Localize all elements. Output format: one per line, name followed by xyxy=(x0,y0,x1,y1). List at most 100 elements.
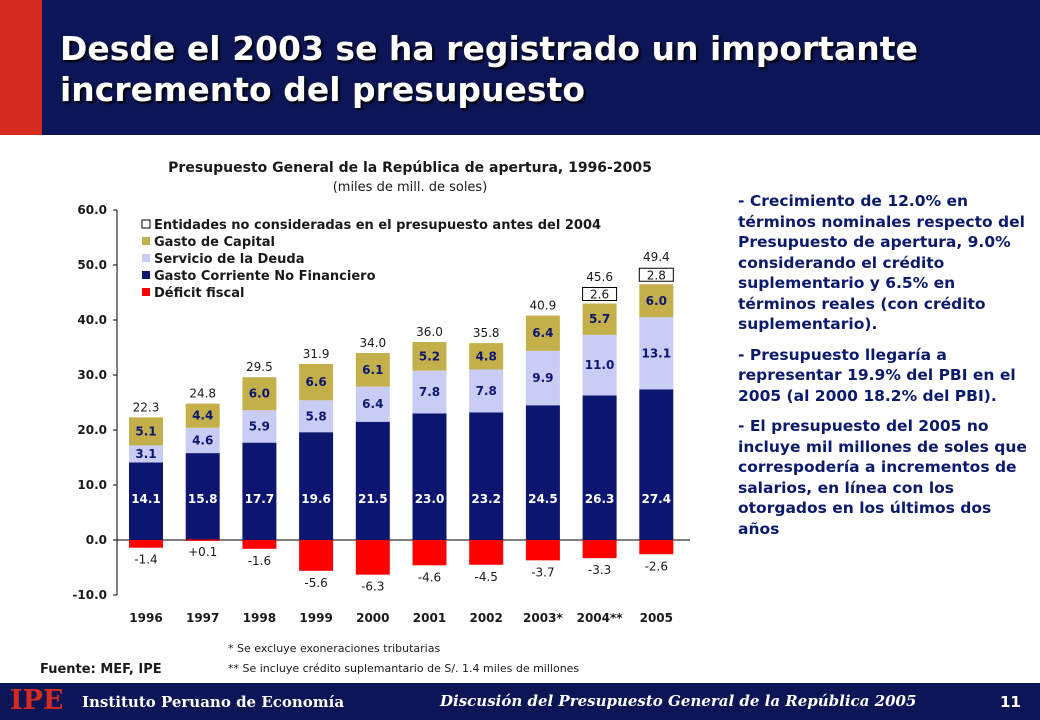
bar-gasto-capital xyxy=(469,343,504,370)
bar-servicio-deuda xyxy=(242,410,277,443)
bar-servicio-deuda xyxy=(525,350,560,406)
bar-gasto-capital xyxy=(582,303,617,335)
bar-entidades xyxy=(582,287,618,301)
data-label: 26.3 xyxy=(585,492,615,506)
bar-servicio-deuda xyxy=(582,334,617,396)
chart-source: Fuente: MEF, IPE xyxy=(40,662,162,677)
bar-gasto-corriente xyxy=(129,462,163,540)
total-label: 22.3 xyxy=(133,400,160,414)
data-label: 6.4 xyxy=(532,326,553,340)
data-label: 23.2 xyxy=(471,492,501,506)
deficit-label: -1.6 xyxy=(248,554,271,568)
y-tick-label: 50.0 xyxy=(77,258,107,272)
y-tick-label: 40.0 xyxy=(77,313,107,327)
bar-deficit xyxy=(582,540,617,559)
data-label: 24.5 xyxy=(528,492,558,506)
bar-gasto-corriente xyxy=(185,453,220,540)
data-label: 2.8 xyxy=(647,268,666,282)
data-label: 6.1 xyxy=(362,363,383,377)
legend-swatch xyxy=(142,288,150,296)
bar-gasto-capital xyxy=(412,342,447,371)
data-label: 5.7 xyxy=(589,312,610,326)
legend-label: Gasto de Capital xyxy=(154,235,275,250)
bar-gasto-corriente xyxy=(639,389,674,540)
data-label: 4.6 xyxy=(192,433,213,447)
total-label: 34.0 xyxy=(359,336,386,350)
bar-gasto-capital xyxy=(639,284,674,318)
data-label: 5.8 xyxy=(305,409,326,423)
x-tick-label: 2001 xyxy=(413,611,446,625)
total-label: 49.4 xyxy=(643,250,670,264)
deficit-label: -4.6 xyxy=(418,570,441,584)
data-label: 5.2 xyxy=(419,349,440,363)
data-label: 6.0 xyxy=(249,387,270,401)
deficit-label: -3.7 xyxy=(531,565,554,579)
y-tick-label: 10.0 xyxy=(77,478,107,492)
bar-gasto-corriente xyxy=(582,395,617,540)
ipe-logo: IPE xyxy=(10,685,64,716)
legend-swatch xyxy=(142,254,150,262)
data-label: 9.9 xyxy=(532,371,553,385)
bullet-item: - Presupuesto llegaría a representar 19.… xyxy=(738,345,1016,405)
bar-servicio-deuda xyxy=(639,317,674,390)
data-label: 7.8 xyxy=(476,384,497,398)
bar-deficit xyxy=(639,540,674,555)
total-label: 29.5 xyxy=(246,360,273,374)
page-number: 11 xyxy=(1000,693,1021,711)
data-label: 6.4 xyxy=(362,397,383,411)
chart-footnote: * Se excluye exoneraciones tributarias xyxy=(228,642,441,655)
chart-title: Presupuesto General de la República de a… xyxy=(168,160,652,176)
total-label: 40.9 xyxy=(530,299,557,313)
bar-gasto-capital xyxy=(129,417,163,446)
bar-servicio-deuda xyxy=(185,427,220,454)
data-label: 17.7 xyxy=(245,492,275,506)
deficit-label: -4.5 xyxy=(474,570,497,584)
deficit-label: -3.3 xyxy=(588,563,611,577)
bar-deficit xyxy=(412,540,447,566)
legend-label: Déficit fiscal xyxy=(154,286,244,301)
total-label: 36.0 xyxy=(416,325,443,339)
x-tick-label: 1997 xyxy=(186,611,219,625)
x-tick-label: 2000 xyxy=(356,611,389,625)
total-label: 45.6 xyxy=(586,270,613,284)
x-tick-label: 2004** xyxy=(577,611,624,625)
data-label: 4.8 xyxy=(476,349,497,363)
data-label: 19.6 xyxy=(301,492,331,506)
x-tick-label: 1996 xyxy=(129,611,162,625)
x-tick-label: 2003* xyxy=(523,611,563,625)
bar-deficit xyxy=(242,540,277,549)
data-label: 21.5 xyxy=(358,492,388,506)
chart-subtitle: (miles de mill. de soles) xyxy=(332,180,488,195)
bar-gasto-corriente xyxy=(355,421,390,540)
footer-bar: IPE Instituto Peruano de Economía Discus… xyxy=(0,683,1040,720)
bar-deficit xyxy=(299,540,334,571)
bar-gasto-capital xyxy=(525,315,560,351)
deficit-label: -1.4 xyxy=(134,553,157,567)
bar-gasto-corriente xyxy=(412,413,447,540)
legend-label: Entidades no consideradas en el presupue… xyxy=(154,218,601,233)
legend-label: Gasto Corriente No Financiero xyxy=(154,269,376,284)
data-label: 11.0 xyxy=(585,358,615,372)
data-label: 3.1 xyxy=(135,447,156,461)
bar-servicio-deuda xyxy=(469,369,504,413)
deficit-label: -5.6 xyxy=(304,576,327,590)
data-label: 7.8 xyxy=(419,385,440,399)
data-label: 5.1 xyxy=(135,424,156,438)
legend-swatch xyxy=(142,237,150,245)
deficit-label: -6.3 xyxy=(361,580,384,594)
bar-deficit xyxy=(469,540,504,565)
bar-servicio-deuda xyxy=(299,400,334,433)
bar-gasto-corriente xyxy=(525,405,560,540)
bullet-item: - Crecimiento de 12.0% en términos nomin… xyxy=(738,192,1025,333)
total-label: 31.9 xyxy=(303,347,330,361)
footer-document-title: Discusión del Presupuesto General de la … xyxy=(440,692,917,710)
bar-deficit xyxy=(355,540,390,575)
header-bar xyxy=(0,0,1040,135)
bar-gasto-corriente xyxy=(469,412,504,540)
total-label: 24.8 xyxy=(189,387,216,401)
y-tick-label: 30.0 xyxy=(77,368,107,382)
deficit-label: +0.1 xyxy=(188,545,217,559)
y-tick-label: 20.0 xyxy=(77,423,107,437)
header-accent-stripe xyxy=(0,0,42,135)
bar-gasto-capital xyxy=(185,403,220,428)
